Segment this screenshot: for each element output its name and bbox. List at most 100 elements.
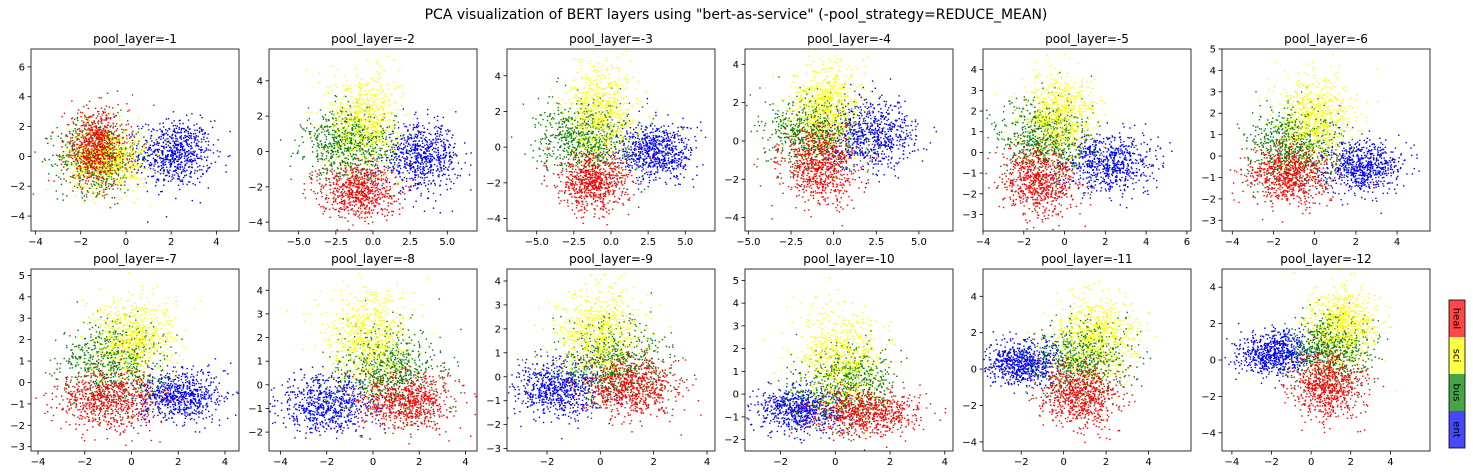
point — [384, 208, 386, 210]
point — [356, 140, 358, 142]
point — [344, 166, 346, 168]
point — [123, 176, 125, 178]
point — [118, 119, 121, 121]
point — [336, 144, 339, 146]
point — [337, 123, 339, 126]
point — [101, 167, 104, 169]
point — [346, 142, 349, 145]
x-tick-label: −4 — [28, 237, 43, 248]
point — [433, 151, 435, 153]
point — [356, 110, 359, 112]
point — [336, 142, 339, 144]
point — [155, 181, 157, 183]
point — [128, 160, 130, 163]
point — [327, 150, 329, 152]
point — [86, 166, 88, 168]
point — [427, 144, 429, 147]
point — [420, 154, 422, 156]
point — [348, 133, 351, 135]
point — [116, 128, 119, 130]
point — [380, 87, 382, 89]
point — [96, 167, 98, 169]
point — [447, 129, 449, 131]
point — [430, 160, 432, 162]
point — [165, 155, 167, 157]
point — [196, 123, 198, 125]
point — [362, 124, 364, 126]
point — [177, 167, 179, 169]
point — [428, 153, 431, 155]
point — [103, 189, 105, 191]
point — [114, 203, 116, 205]
point — [82, 134, 84, 136]
point — [62, 154, 64, 157]
point — [423, 179, 425, 181]
point — [337, 146, 340, 148]
point — [100, 129, 102, 131]
point — [423, 173, 425, 175]
point — [327, 147, 329, 149]
point — [98, 158, 100, 161]
point — [440, 180, 442, 182]
point — [102, 153, 104, 155]
point — [164, 159, 166, 161]
point — [329, 145, 331, 148]
point — [331, 149, 333, 152]
point — [371, 145, 374, 147]
point — [78, 133, 81, 135]
point — [93, 162, 95, 164]
point — [395, 169, 398, 171]
point — [344, 88, 346, 91]
point — [194, 184, 196, 186]
point — [441, 174, 444, 177]
point — [129, 146, 131, 148]
point — [302, 158, 304, 160]
point — [324, 164, 326, 166]
point — [339, 130, 342, 132]
point — [65, 155, 67, 157]
point — [126, 159, 128, 161]
point — [374, 110, 376, 112]
point — [167, 144, 170, 147]
point — [331, 150, 333, 153]
point — [390, 158, 393, 161]
point — [109, 148, 111, 150]
point — [416, 142, 419, 145]
point — [154, 154, 157, 156]
point — [388, 181, 391, 184]
point — [114, 164, 116, 166]
point — [317, 160, 319, 162]
point — [173, 141, 175, 143]
point — [406, 152, 409, 155]
point — [372, 141, 374, 143]
point — [367, 84, 369, 86]
point — [392, 150, 395, 153]
point — [373, 165, 376, 168]
point — [179, 131, 182, 133]
point — [332, 118, 334, 120]
point — [431, 160, 433, 162]
point — [58, 158, 61, 161]
point — [144, 139, 147, 142]
point — [71, 145, 73, 147]
point — [367, 137, 369, 139]
point — [129, 151, 132, 154]
point — [131, 150, 134, 153]
point — [335, 153, 338, 156]
point — [340, 145, 342, 147]
point — [70, 139, 72, 141]
point — [112, 138, 114, 140]
point — [381, 148, 383, 150]
point — [448, 160, 450, 162]
point — [439, 159, 441, 162]
point — [335, 95, 338, 98]
point — [355, 102, 357, 104]
point — [414, 113, 416, 116]
point — [420, 155, 422, 157]
point — [415, 125, 418, 127]
point — [106, 180, 108, 182]
point — [430, 155, 432, 158]
point — [55, 154, 58, 156]
point — [159, 128, 161, 130]
point — [326, 127, 329, 129]
